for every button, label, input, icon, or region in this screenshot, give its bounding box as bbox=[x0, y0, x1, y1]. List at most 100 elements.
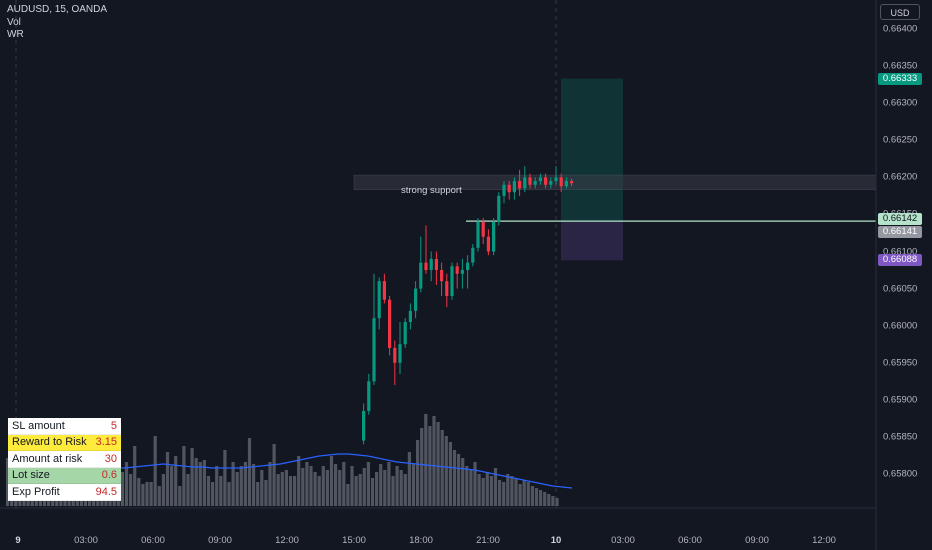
volume-bar bbox=[243, 462, 247, 506]
risk-value: 0.6 bbox=[101, 469, 117, 482]
risk-value: 3.15 bbox=[95, 436, 117, 449]
volume-bar bbox=[215, 466, 219, 506]
volume-bar bbox=[481, 478, 485, 506]
volume-bar bbox=[120, 472, 124, 506]
volume-bar bbox=[157, 486, 161, 506]
risk-value: 94.5 bbox=[95, 485, 117, 498]
wr-indicator-label[interactable]: WR bbox=[7, 29, 24, 40]
volume-bar bbox=[170, 466, 174, 506]
volume-bar bbox=[391, 476, 395, 506]
volume-bar bbox=[342, 462, 346, 506]
candle bbox=[559, 173, 563, 193]
volume-bar bbox=[252, 464, 256, 506]
volume-bar bbox=[264, 480, 268, 506]
volume-bar bbox=[309, 466, 313, 506]
candle bbox=[414, 281, 418, 319]
volume-bar bbox=[350, 466, 354, 506]
time-tick: 10 bbox=[550, 535, 562, 546]
volume-bar bbox=[530, 486, 534, 506]
time-tick: 09:00 bbox=[745, 535, 769, 546]
price-tick: 0.66200 bbox=[883, 171, 918, 183]
volume-bar bbox=[534, 488, 539, 506]
volume-bar bbox=[461, 458, 465, 506]
price-tick: 0.66300 bbox=[883, 97, 918, 109]
volume-indicator-label[interactable]: Vol bbox=[7, 16, 21, 28]
volume-bar bbox=[338, 470, 342, 506]
volume-bar bbox=[510, 476, 514, 506]
volume-bar bbox=[440, 430, 444, 506]
candle bbox=[367, 373, 371, 415]
volume-bar bbox=[227, 482, 231, 506]
volume-bar bbox=[317, 476, 321, 506]
volume-bar bbox=[379, 464, 383, 506]
candle bbox=[544, 173, 548, 189]
volume-bar bbox=[547, 494, 551, 506]
volume-bar bbox=[526, 482, 530, 506]
price-tick: 0.65900 bbox=[883, 394, 918, 406]
candle bbox=[533, 177, 537, 189]
volume-bar bbox=[539, 490, 543, 506]
volume-bar bbox=[124, 462, 129, 506]
candle bbox=[460, 258, 464, 289]
risk-row: Amount at risk 30 bbox=[8, 451, 121, 468]
currency-button[interactable]: USD bbox=[880, 4, 920, 20]
volume-bar bbox=[206, 476, 211, 506]
volume-bar bbox=[223, 450, 227, 506]
candle bbox=[528, 173, 532, 189]
volume-bar bbox=[354, 476, 358, 506]
support-zone-label[interactable]: strong support bbox=[401, 185, 462, 196]
volume-bar bbox=[436, 422, 440, 506]
risk-row: Reward to Risk 3.15 bbox=[8, 434, 121, 451]
candle bbox=[471, 244, 475, 267]
volume-bar bbox=[457, 454, 461, 506]
volume-bar bbox=[334, 464, 338, 506]
volume-bar bbox=[493, 468, 498, 506]
time-tick: 12:00 bbox=[812, 535, 836, 546]
volume-bar bbox=[6, 458, 10, 506]
volume-bar bbox=[329, 456, 334, 506]
risk-label: Exp Profit bbox=[12, 485, 60, 498]
volume-bar bbox=[420, 428, 424, 506]
price-badge: 0.66088 bbox=[878, 254, 922, 267]
price-tick: 0.66350 bbox=[883, 60, 918, 72]
chart-legend: AUDUSD, 15, OANDA Vol WR bbox=[7, 4, 107, 42]
volume-bar bbox=[403, 474, 407, 506]
volume-bar bbox=[477, 474, 481, 506]
candle bbox=[424, 225, 428, 274]
volume-bar bbox=[432, 416, 436, 506]
candle bbox=[450, 262, 454, 300]
volume-bar bbox=[387, 462, 391, 506]
volume-bar bbox=[153, 436, 157, 506]
target-zone[interactable] bbox=[561, 78, 623, 222]
time-tick: 9 bbox=[15, 535, 21, 546]
price-tick: 0.65800 bbox=[883, 468, 918, 480]
volume-bar bbox=[498, 480, 502, 506]
price-badge: 0.66141 bbox=[878, 226, 922, 239]
candle bbox=[570, 178, 574, 187]
volume-bar bbox=[149, 482, 153, 506]
volume-bar bbox=[182, 446, 186, 506]
volume-bar bbox=[137, 478, 141, 506]
volume-bar bbox=[202, 460, 206, 506]
volume-bar bbox=[416, 440, 420, 506]
volume-bar bbox=[424, 414, 428, 506]
candle bbox=[507, 181, 511, 200]
volume-bar bbox=[502, 482, 506, 506]
volume-bar bbox=[280, 472, 284, 506]
volume-bar bbox=[370, 478, 375, 506]
volume-bar bbox=[325, 470, 329, 506]
stop-zone[interactable] bbox=[561, 221, 623, 261]
volume-bar bbox=[161, 474, 165, 506]
volume-bar bbox=[219, 476, 223, 506]
volume-bar bbox=[260, 470, 264, 506]
symbol-title[interactable]: AUDUSD, 15, OANDA bbox=[7, 4, 108, 15]
volume-bar bbox=[555, 498, 559, 506]
price-badge: 0.66142 bbox=[878, 213, 922, 226]
candle bbox=[388, 296, 392, 356]
volume-bar bbox=[268, 462, 272, 506]
volume-bar bbox=[469, 470, 473, 506]
candle bbox=[538, 173, 542, 185]
volume-bar bbox=[186, 474, 190, 506]
